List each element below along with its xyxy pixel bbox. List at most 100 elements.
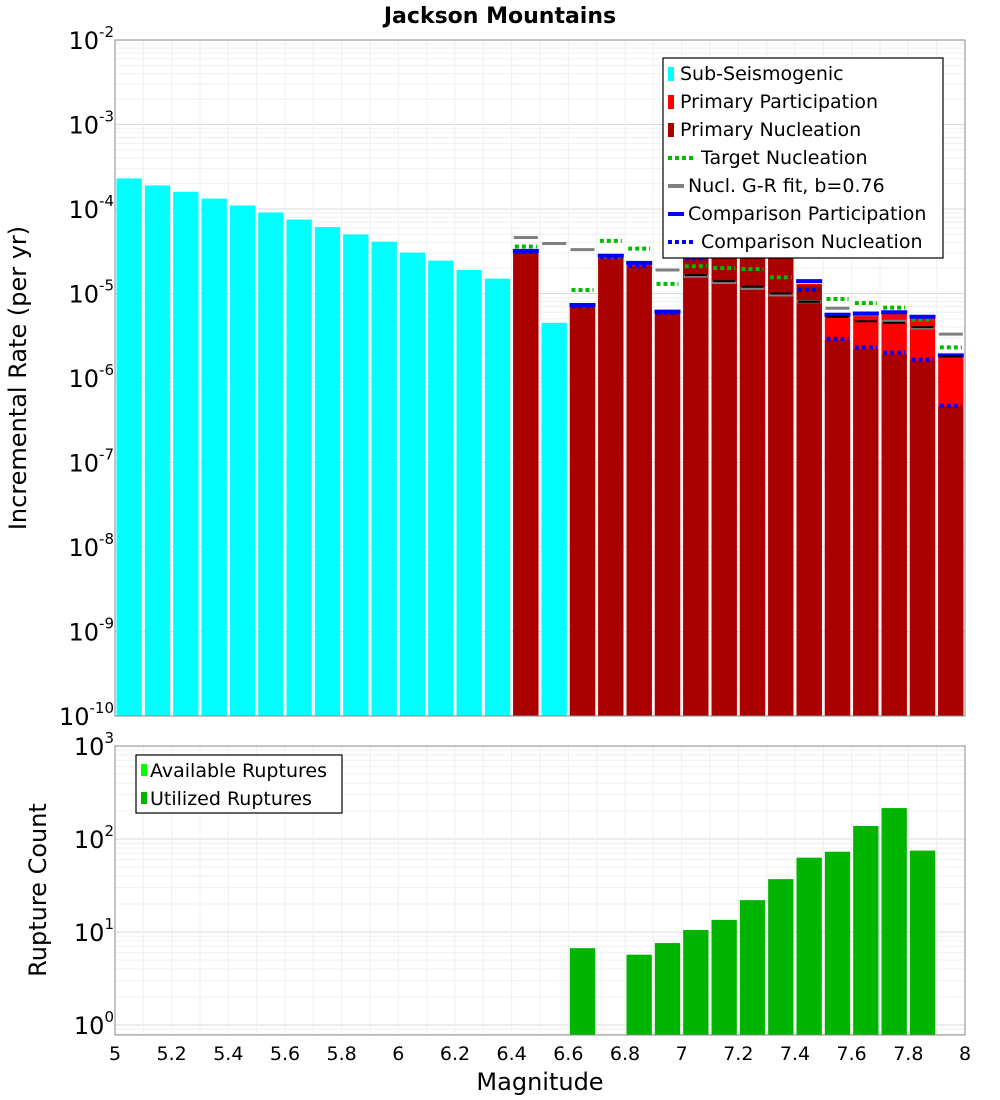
bottom-y-axis-label: Rupture Count bbox=[24, 803, 52, 977]
utilized-ruptures-bar bbox=[683, 930, 709, 1035]
x-tick-label: 5.2 bbox=[157, 1043, 187, 1065]
bottom-legend: Available Ruptures Utilized Ruptures bbox=[135, 754, 343, 814]
x-tick-label: 5.8 bbox=[327, 1043, 357, 1065]
primary-nucleation-bar bbox=[711, 254, 737, 716]
y-tick-label: 10-8 bbox=[68, 530, 114, 562]
primary-nucleation-bar bbox=[938, 406, 964, 716]
legend-swatch-sub-seismogenic bbox=[668, 67, 674, 81]
x-tick-label: 5.4 bbox=[213, 1043, 243, 1065]
primary-nucleation-bar bbox=[569, 306, 596, 716]
primary-nucleation-bar bbox=[683, 258, 709, 716]
legend-swatch-primary-participation bbox=[668, 95, 674, 109]
legend-swatch-available-ruptures bbox=[141, 764, 147, 776]
top-legend-box bbox=[662, 57, 944, 259]
bottom-panel: 100 101 102 103 5 5.2 5.4 5.6 5.8 6 6.2 6.4 6.6 6.8 7… bbox=[24, 729, 971, 1096]
utilized-ruptures-bar bbox=[768, 879, 794, 1035]
y-tick-label: 10-5 bbox=[68, 277, 114, 309]
primary-nucleation-bar bbox=[598, 257, 624, 716]
top-y-axis-label: Incremental Rate (per yr) bbox=[4, 226, 32, 530]
legend-label-comparison-participation: Comparison Participation bbox=[688, 203, 926, 225]
utilized-ruptures-bar bbox=[853, 825, 879, 1035]
x-tick-label: 7.8 bbox=[893, 1043, 923, 1065]
chart-title: Jackson Mountains bbox=[382, 4, 616, 29]
sub-seismogenic-bar bbox=[428, 260, 454, 716]
sub-seismogenic-bar bbox=[258, 212, 284, 716]
primary-nucleation-bar bbox=[881, 354, 907, 716]
primary-nucleation-bar bbox=[796, 285, 822, 716]
legend-label-primary-participation: Primary Participation bbox=[680, 91, 878, 113]
utilized-ruptures-bar bbox=[569, 948, 596, 1035]
legend-swatch-primary-nucleation bbox=[668, 123, 674, 137]
y-tick-label: 10-3 bbox=[68, 108, 114, 140]
legend-label-primary-nucleation: Primary Nucleation bbox=[680, 119, 861, 141]
bottom-bars bbox=[569, 808, 936, 1035]
utilized-ruptures-bar bbox=[796, 857, 822, 1035]
primary-nucleation-bar bbox=[768, 255, 794, 716]
legend-label-gr-fit: Nucl. G-R fit, b=0.76 bbox=[688, 175, 885, 197]
primary-nucleation-bar bbox=[739, 257, 766, 716]
y-tick-label: 10-2 bbox=[68, 23, 114, 55]
y-tick-label: 103 bbox=[74, 729, 114, 761]
x-tick-label: 6.4 bbox=[497, 1043, 527, 1065]
primary-nucleation-bar bbox=[626, 266, 652, 716]
x-tick-label: 7.6 bbox=[837, 1043, 867, 1065]
legend-label-comparison-nucleation: Comparison Nucleation bbox=[701, 231, 923, 253]
top-panel: 10-10 10-9 10-8 10-7 10-6 10-5 10-4 10-3 10-2 In… bbox=[4, 23, 966, 731]
utilized-ruptures-bar bbox=[739, 900, 766, 1035]
sub-seismogenic-bar bbox=[229, 205, 256, 716]
utilized-ruptures-bar bbox=[909, 850, 936, 1035]
utilized-ruptures-bar bbox=[654, 943, 681, 1035]
legend-label-available-ruptures: Available Ruptures bbox=[150, 760, 327, 782]
utilized-ruptures-bar bbox=[626, 954, 652, 1035]
sub-seismogenic-bar bbox=[399, 252, 426, 716]
top-plot-frame bbox=[114, 39, 966, 717]
x-tick-label: 8 bbox=[959, 1043, 971, 1065]
bottom-y-tick-labels: 100 101 102 103 bbox=[74, 729, 114, 1040]
sub-seismogenic-bar bbox=[116, 178, 142, 717]
sub-seismogenic-bar bbox=[541, 322, 567, 716]
sub-seismogenic-bar bbox=[484, 278, 511, 716]
legend-swatch-utilized-ruptures bbox=[141, 792, 147, 804]
y-tick-label: 10-10 bbox=[59, 699, 114, 731]
x-tick-label: 7 bbox=[676, 1043, 688, 1065]
x-tick-label: 6.8 bbox=[610, 1043, 640, 1065]
x-tick-label: 6 bbox=[392, 1043, 404, 1065]
primary-nucleation-bar bbox=[654, 313, 681, 716]
legend-label-utilized-ruptures: Utilized Ruptures bbox=[150, 788, 312, 810]
primary-nucleation-bar bbox=[853, 349, 879, 716]
sub-seismogenic-bar bbox=[343, 234, 369, 717]
sub-seismogenic-bar bbox=[456, 269, 482, 716]
top-bars bbox=[116, 178, 964, 717]
utilized-ruptures-bar bbox=[824, 851, 851, 1035]
y-tick-label: 10-7 bbox=[68, 446, 114, 478]
x-tick-label: 5 bbox=[109, 1043, 121, 1065]
x-tick-labels: 5 5.2 5.4 5.6 5.8 6 6.2 6.4 6.6 6.8 7 7.2 7.4 7.6 7.8 8 bbox=[109, 1043, 971, 1065]
y-tick-label: 101 bbox=[74, 915, 114, 947]
bottom-plot-frame bbox=[114, 745, 966, 1036]
x-axis-label: Magnitude bbox=[476, 1068, 603, 1096]
sub-seismogenic-bar bbox=[371, 241, 397, 716]
y-tick-label: 10-4 bbox=[68, 192, 114, 224]
x-tick-label: 7.4 bbox=[780, 1043, 810, 1065]
x-tick-label: 5.6 bbox=[270, 1043, 300, 1065]
primary-nucleation-bar bbox=[909, 360, 936, 716]
legend-label-target-nucleation: Target Nucleation bbox=[700, 147, 868, 169]
x-tick-label: 7.2 bbox=[723, 1043, 753, 1065]
primary-nucleation-bar bbox=[513, 249, 539, 716]
sub-seismogenic-bar bbox=[201, 198, 227, 716]
y-tick-label: 102 bbox=[74, 822, 114, 854]
top-legend: Sub-Seismogenic Primary Participation Pr… bbox=[662, 57, 944, 259]
utilized-ruptures-bar bbox=[881, 808, 907, 1035]
primary-nucleation-bar bbox=[824, 340, 851, 716]
y-tick-label: 10-9 bbox=[68, 615, 114, 647]
sub-seismogenic-bar bbox=[314, 227, 341, 716]
y-tick-label: 100 bbox=[74, 1008, 114, 1040]
legend-label-sub-seismogenic: Sub-Seismogenic bbox=[680, 63, 844, 85]
top-y-tick-labels: 10-10 10-9 10-8 10-7 10-6 10-5 10-4 10-3 10-2 bbox=[59, 23, 114, 731]
x-tick-label: 6.6 bbox=[553, 1043, 583, 1065]
utilized-ruptures-bar bbox=[711, 919, 737, 1035]
sub-seismogenic-bar bbox=[173, 191, 199, 717]
sub-seismogenic-bar bbox=[286, 219, 312, 717]
y-tick-label: 10-6 bbox=[68, 361, 114, 393]
